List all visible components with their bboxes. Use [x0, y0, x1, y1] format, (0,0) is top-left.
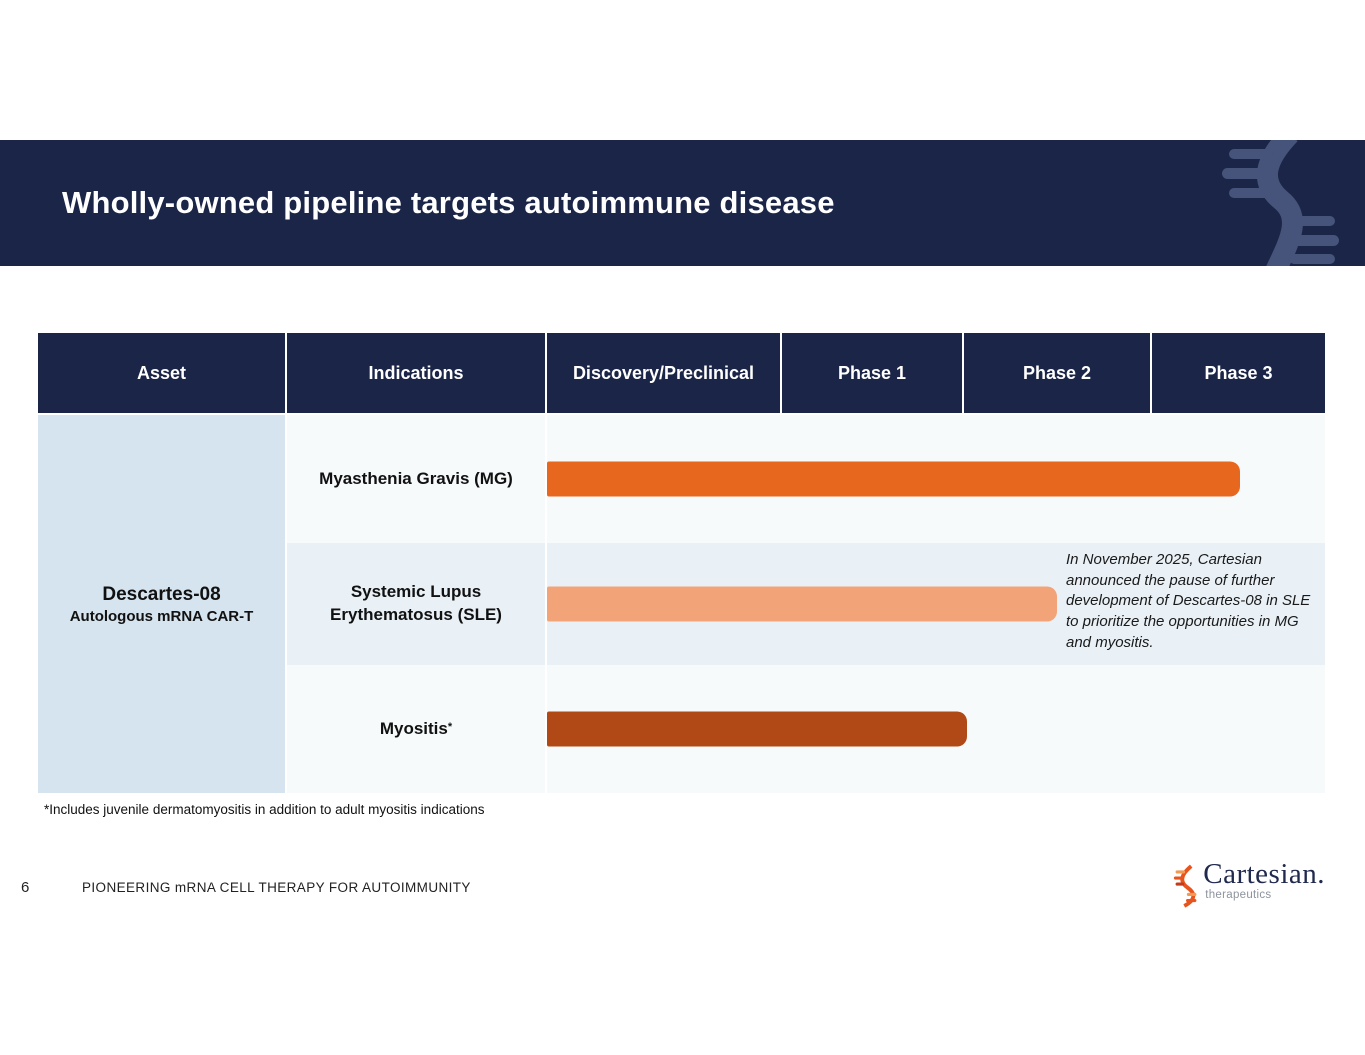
logo-wordmark: Cartesian. [1203, 858, 1325, 890]
footer-tagline: PIONEERING mRNA CELL THERAPY FOR AUTOIMM… [82, 880, 471, 895]
title-band: Wholly-owned pipeline targets autoimmune… [0, 140, 1365, 266]
cartesian-helix-icon [1174, 864, 1197, 908]
page-number: 6 [21, 879, 30, 896]
column-header-indications: Indications [287, 333, 545, 413]
column-header-phase-2: Phase 2 [964, 333, 1150, 413]
indication-text: Myositis [379, 718, 448, 738]
asset-name: Descartes-08 [102, 584, 221, 606]
indication-text: Myasthenia Gravis (MG) [319, 468, 513, 488]
pipeline-table-header: Asset Indications Discovery/Preclinical … [38, 333, 1325, 413]
pipeline-row-mg: Myasthenia Gravis (MG) [287, 415, 1325, 543]
timeline-myositis [547, 665, 1325, 793]
column-header-discovery-preclinical: Discovery/Preclinical [547, 333, 780, 413]
timeline-mg [547, 415, 1325, 543]
asset-subtitle: Autologous mRNA CAR-T [69, 607, 254, 625]
phase-bar-mg [547, 461, 1241, 497]
indication-label-sle: Systemic Lupus Erythematosus (SLE) [287, 543, 545, 665]
pipeline-row-sle: Systemic Lupus Erythematosus (SLE) In No… [287, 543, 1325, 665]
pipeline-rows: Myasthenia Gravis (MG) Systemic Lupus Er… [287, 415, 1325, 793]
phase-bar-myositis [547, 711, 968, 747]
column-header-phase-3: Phase 3 [1152, 333, 1325, 413]
asset-cell-descartes-08: Descartes-08 Autologous mRNA CAR-T [38, 415, 285, 793]
footnote-marker: * [447, 720, 453, 733]
cartesian-logo: Cartesian. therapeutics [1173, 860, 1325, 910]
column-header-phase-1: Phase 1 [782, 333, 962, 413]
indication-label-myositis: Myositis * [287, 665, 545, 793]
column-header-asset: Asset [38, 333, 285, 413]
phase-bar-sle [547, 586, 1058, 622]
logo-text: Cartesian. therapeutics [1203, 860, 1325, 902]
rna-helix-watermark-icon [1222, 140, 1339, 266]
indication-label-mg: Myasthenia Gravis (MG) [287, 415, 545, 543]
footnote: *Includes juvenile dermatomyositis in ad… [44, 802, 485, 817]
sle-pause-annotation: In November 2025, Cartesian announced th… [1066, 551, 1311, 651]
page-title: Wholly-owned pipeline targets autoimmune… [62, 185, 835, 220]
logo-subtext: therapeutics [1205, 889, 1272, 901]
timeline-sle: In November 2025, Cartesian announced th… [547, 543, 1325, 665]
indication-text: Systemic Lupus Erythematosus (SLE) [330, 582, 502, 624]
pipeline-table: Asset Indications Discovery/Preclinical … [38, 333, 1325, 793]
pipeline-row-myositis: Myositis * [287, 665, 1325, 793]
pipeline-table-body: Descartes-08 Autologous mRNA CAR-T Myast… [38, 415, 1325, 793]
